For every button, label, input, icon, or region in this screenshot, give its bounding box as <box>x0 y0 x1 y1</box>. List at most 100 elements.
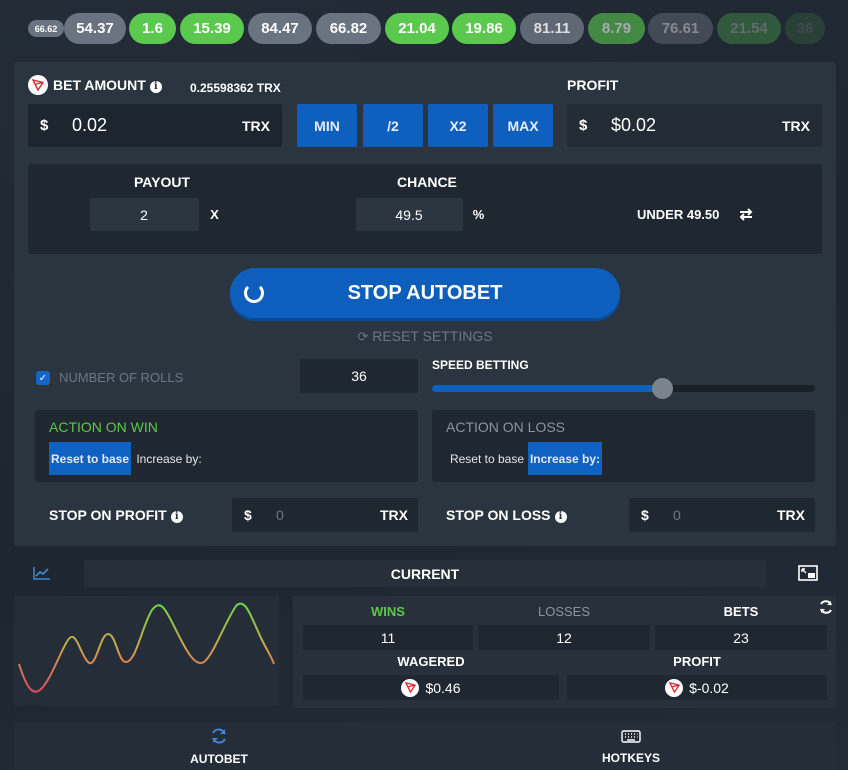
result-chip: 15.39 <box>180 13 244 44</box>
refresh-stats-icon[interactable] <box>818 599 834 620</box>
result-chip: 54.37 <box>64 13 126 44</box>
tab-autobet[interactable]: AUTOBET <box>164 722 274 770</box>
win-reset-to-base-button[interactable]: Reset to base <box>49 442 131 475</box>
action-on-win-title: ACTION ON WIN <box>49 419 158 435</box>
bet-unit: TRX <box>242 117 270 134</box>
losses-label: LOSSES <box>537 604 591 619</box>
chart-icon[interactable] <box>33 566 51 585</box>
min-button[interactable]: MIN <box>297 104 357 147</box>
profit-stat-label: PROFIT <box>673 654 721 669</box>
result-chip: 81.11 <box>520 13 584 44</box>
profit-graph <box>14 596 279 706</box>
action-on-loss-title: ACTION ON LOSS <box>446 419 566 435</box>
payout-input[interactable]: 2 <box>90 198 198 231</box>
profit-value: $0.02 <box>611 115 657 135</box>
result-chip: 84.47 <box>248 13 312 44</box>
wagered-value: $0.46 <box>425 679 461 696</box>
result-chip: 8.79 <box>588 13 645 44</box>
stop-on-loss-unit: TRX <box>777 507 805 523</box>
result-chip: 21.54 <box>717 13 781 44</box>
reset-settings-label: RESET SETTINGS <box>372 328 493 344</box>
stop-on-profit-value[interactable]: 0 <box>276 507 284 523</box>
bet-amount-value[interactable]: 0.02 <box>72 115 108 135</box>
currency-symbol: $ <box>579 117 588 134</box>
popout-window-icon[interactable] <box>798 565 818 586</box>
autobet-icon <box>164 727 274 750</box>
chance-input[interactable]: 49.5 <box>356 198 462 231</box>
result-chip: 76.61 <box>648 13 713 44</box>
tron-icon <box>401 678 420 697</box>
loss-reset-to-base-button[interactable]: Reset to base <box>449 451 525 466</box>
bottom-tabs: AUTOBET HOTKEYS <box>14 722 836 770</box>
stop-on-loss-label: STOP ON LOSS i <box>446 507 567 523</box>
speed-slider-thumb[interactable] <box>651 378 673 399</box>
profit-stat-cell: $-0.02 <box>567 675 827 700</box>
wagered-value-cell: $0.46 <box>303 675 559 700</box>
half-button[interactable]: /2 <box>363 104 423 147</box>
current-session-bar: CURRENT <box>84 560 766 587</box>
win-increase-by-button[interactable]: Increase by: <box>136 451 202 466</box>
bets-label: BETS <box>723 604 759 619</box>
payout-label: PAYOUT <box>134 174 191 190</box>
refresh-icon: ⟳ <box>357 329 369 344</box>
balance-text: 0.25598362 TRX <box>190 81 281 95</box>
speed-slider-fill <box>432 385 662 392</box>
number-of-rolls-checkbox[interactable]: ✓ <box>36 371 50 385</box>
profit-stat-value: $-0.02 <box>689 679 729 696</box>
speed-slider[interactable] <box>432 378 815 399</box>
reset-settings-link[interactable]: ⟳ RESET SETTINGS <box>14 328 836 345</box>
result-chip: 36 <box>785 13 825 44</box>
max-button[interactable]: MAX <box>493 104 553 147</box>
number-of-rolls-label: NUMBER OF ROLLS <box>59 370 184 385</box>
currency-symbol: $ <box>641 507 649 523</box>
tron-icon <box>665 678 684 697</box>
bets-value: 23 <box>655 625 827 650</box>
wagered-label: WAGERED <box>397 654 465 669</box>
currency-symbol: $ <box>40 117 49 134</box>
profit-label: PROFIT <box>567 77 619 93</box>
stop-autobet-button[interactable]: STOP AUTOBET <box>230 268 620 318</box>
loading-spinner-icon <box>244 283 264 303</box>
stop-on-loss-field[interactable]: $ 0 TRX <box>629 498 815 532</box>
result-chip: 1.6 <box>129 13 176 44</box>
tab-hotkeys[interactable]: HOTKEYS <box>576 722 686 770</box>
payout-suffix: X <box>198 198 230 231</box>
wins-label: WINS <box>371 604 405 619</box>
chance-suffix: % <box>462 198 494 231</box>
profit-unit: TRX <box>782 117 810 134</box>
stats-panel: WINS LOSSES BETS 11 12 23 WAGERED PROFIT… <box>293 596 836 708</box>
stop-on-profit-label: STOP ON PROFIT i <box>49 507 183 523</box>
wins-value: 11 <box>303 625 473 650</box>
payout-chance-box: PAYOUT 2 X CHANCE 49.5 % UNDER 49.50 <box>28 164 822 254</box>
results-ribbon: 66.62 54.37 1.6 15.39 84.47 66.82 21.04 … <box>0 0 848 56</box>
speed-betting-label: SPEED BETTING <box>432 358 529 372</box>
under-label: UNDER 49.50 <box>637 207 720 222</box>
action-on-win-box: ACTION ON WIN Reset to base Increase by: <box>35 410 418 482</box>
action-on-loss-box: ACTION ON LOSS Reset to base Increase by… <box>432 410 815 482</box>
keyboard-icon <box>576 730 686 748</box>
double-button[interactable]: X2 <box>428 104 488 147</box>
result-chip: 19.86 <box>452 13 516 44</box>
number-of-rolls-input[interactable]: 36 <box>300 359 418 393</box>
tab-hotkeys-label: HOTKEYS <box>601 751 660 765</box>
loss-increase-by-button[interactable]: Increase by: <box>528 442 602 475</box>
info-icon[interactable]: i <box>149 81 162 93</box>
bet-amount-label: BET AMOUNT i <box>53 77 162 93</box>
result-chip: 66.82 <box>316 13 381 44</box>
info-icon[interactable]: i <box>170 511 183 523</box>
stop-on-loss-value[interactable]: 0 <box>673 507 681 523</box>
currency-symbol: $ <box>244 507 252 523</box>
stop-on-profit-unit: TRX <box>380 507 408 523</box>
chance-label: CHANCE <box>397 174 457 190</box>
result-chip: 66.62 <box>28 20 64 37</box>
bet-amount-field[interactable]: $ 0.02 TRX <box>28 104 282 147</box>
losses-value: 12 <box>478 625 650 650</box>
tron-icon <box>28 75 48 95</box>
bet-panel: BET AMOUNT i 0.25598362 TRX $ 0.02 TRX MI… <box>14 62 836 546</box>
swap-icon[interactable] <box>736 206 756 227</box>
info-icon[interactable]: i <box>554 511 567 523</box>
tab-autobet-label: AUTOBET <box>190 752 248 766</box>
profit-field: $ $0.02 TRX <box>567 104 822 147</box>
stop-on-profit-field[interactable]: $ 0 TRX <box>232 498 418 532</box>
profit-line <box>18 602 275 693</box>
